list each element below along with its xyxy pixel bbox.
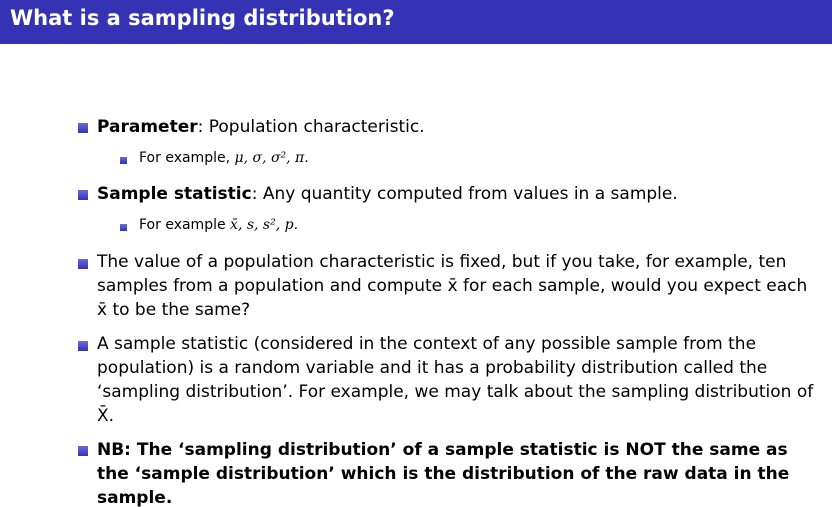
sub-bullet-marker-icon: [120, 224, 127, 231]
bullet-marker-icon: [78, 259, 88, 269]
parameter-term: Parameter: [97, 117, 198, 137]
slide-title-bar: What is a sampling distribution?: [0, 0, 832, 44]
sub-bullet-marker-icon: [120, 157, 127, 164]
statistic-example-prefix: For example: [139, 217, 231, 233]
statistic-definition: : Any quantity computed from values in a…: [251, 184, 678, 204]
bullet-fixed-value: The value of a population characteristic…: [97, 252, 808, 320]
bullet-nb: NB: The ‘sampling distribution’ of a sam…: [97, 440, 790, 507]
parameter-definition: : Population characteristic.: [197, 117, 425, 137]
statistic-example: For example x̄, s, s², p.: [139, 215, 298, 235]
bullet-marker-icon: [78, 190, 88, 200]
bullet-parameter: Parameter: Population characteristic.: [97, 115, 822, 139]
bullet-marker-icon: [78, 341, 88, 351]
bullet-sample-statistic: Sample statistic: Any quantity computed …: [97, 182, 822, 206]
parameter-example-symbols: μ, σ, σ², π.: [234, 150, 309, 166]
statistic-example-symbols: x̄, s, s², p.: [230, 217, 299, 233]
parameter-example-prefix: For example,: [139, 150, 235, 166]
slide-title: What is a sampling distribution?: [10, 6, 395, 30]
bullet-random-variable: A sample statistic (considered in the co…: [97, 334, 814, 426]
parameter-example: For example, μ, σ, σ², π.: [139, 148, 309, 168]
statistic-term: Sample statistic: [97, 184, 252, 204]
bullet-marker-icon: [78, 123, 88, 133]
bullet-marker-icon: [78, 446, 88, 456]
